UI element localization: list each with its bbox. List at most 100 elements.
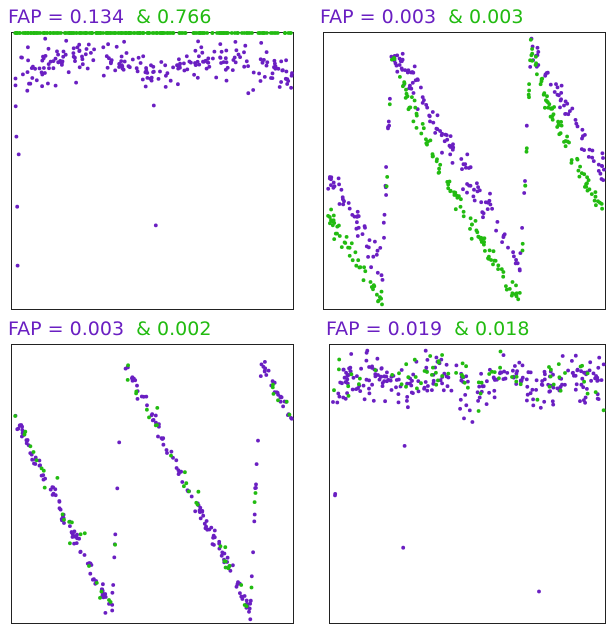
purple-data-point: [444, 374, 449, 379]
green-data-point: [414, 111, 419, 116]
purple-data-point: [242, 50, 246, 55]
green-data-point: [510, 291, 515, 296]
purple-data-point: [396, 392, 401, 396]
purple-data-point: [394, 63, 399, 68]
purple-data-point: [366, 255, 370, 259]
purple-data-point: [405, 70, 410, 75]
purple-data-point: [599, 177, 604, 181]
purple-data-point: [501, 233, 506, 238]
purple-data-point: [77, 42, 82, 47]
purple-data-point: [273, 66, 278, 71]
green-data-point: [489, 258, 493, 262]
green-data-point: [504, 284, 508, 288]
purple-data-point: [443, 132, 448, 137]
purple-data-point: [552, 90, 557, 94]
green-data-point: [13, 414, 18, 418]
green-data-point: [376, 299, 380, 304]
green-data-point: [413, 375, 418, 379]
purple-data-point: [405, 395, 410, 399]
purple-data-point: [371, 254, 376, 259]
purple-data-point: [550, 399, 555, 404]
green-data-point: [559, 120, 563, 124]
green-data-point: [431, 365, 435, 370]
purple-data-point: [359, 366, 363, 371]
purple-data-point: [373, 374, 378, 379]
green-data-point: [42, 485, 47, 490]
green-data-point: [582, 172, 587, 177]
purple-data-point: [400, 57, 405, 62]
purple-data-point: [596, 169, 601, 173]
green-data-point: [526, 92, 531, 97]
purple-data-point: [377, 377, 382, 382]
plot-frame: [11, 344, 294, 624]
green-data-point: [446, 186, 451, 191]
green-data-point: [17, 31, 22, 35]
green-data-point: [514, 294, 519, 299]
green-data-point: [559, 123, 564, 128]
purple-data-point: [401, 545, 406, 550]
fap-prefix: FAP =: [326, 318, 388, 340]
green-data-point: [270, 385, 275, 390]
purple-data-point: [595, 396, 600, 401]
green-data-point: [349, 372, 354, 377]
purple-data-point: [531, 397, 535, 402]
green-data-point: [109, 31, 113, 35]
purple-data-point: [200, 509, 205, 514]
green-data-point: [547, 365, 551, 369]
purple-data-point: [60, 63, 64, 67]
green-data-point: [563, 144, 568, 149]
purple-data-point: [107, 56, 111, 61]
green-data-point: [437, 170, 442, 175]
green-data-point: [523, 183, 528, 188]
green-data-point: [518, 382, 523, 387]
purple-data-point: [134, 66, 139, 71]
purple-data-point: [449, 388, 454, 393]
purple-data-point: [360, 232, 365, 237]
purple-data-point: [289, 416, 293, 420]
purple-data-point: [477, 395, 482, 400]
purple-data-point: [590, 148, 595, 153]
green-data-point: [589, 192, 594, 197]
green-data-point: [585, 175, 589, 180]
green-data-point: [413, 105, 418, 110]
green-data-point: [54, 31, 59, 35]
purple-data-point: [382, 379, 387, 383]
purple-data-point: [416, 78, 420, 82]
purple-data-point: [332, 184, 337, 189]
green-data-point: [430, 154, 435, 159]
green-data-point: [99, 589, 104, 594]
purple-data-point: [367, 238, 372, 243]
green-data-point: [196, 31, 201, 35]
purple-data-point: [135, 397, 140, 401]
fap-green-value: 0.003: [469, 6, 524, 28]
fap-separator: &: [448, 6, 463, 28]
green-data-point: [478, 391, 483, 396]
purple-data-point: [140, 77, 145, 82]
purple-data-point: [587, 147, 592, 152]
purple-data-point: [286, 79, 291, 83]
green-data-point: [362, 265, 366, 270]
fap-separator: &: [136, 6, 151, 28]
purple-data-point: [39, 70, 44, 75]
purple-data-point: [117, 65, 121, 69]
purple-data-point: [517, 360, 522, 365]
purple-data-point: [375, 248, 380, 253]
purple-data-point: [596, 162, 601, 167]
purple-data-point: [337, 202, 342, 206]
purple-data-point: [405, 381, 409, 386]
purple-data-point: [254, 462, 259, 466]
green-data-point: [548, 114, 553, 119]
green-data-point: [239, 583, 244, 587]
green-data-point: [542, 91, 547, 96]
purple-data-point: [43, 476, 47, 481]
purple-data-point: [524, 123, 529, 128]
purple-data-point: [347, 206, 352, 211]
fap-separator: &: [454, 318, 469, 340]
green-data-point: [125, 31, 129, 35]
green-data-point: [482, 236, 487, 241]
purple-data-point: [485, 207, 490, 212]
green-data-point: [14, 31, 18, 35]
green-data-point: [544, 98, 548, 103]
purple-data-point: [256, 438, 260, 443]
purple-data-point: [396, 400, 401, 405]
